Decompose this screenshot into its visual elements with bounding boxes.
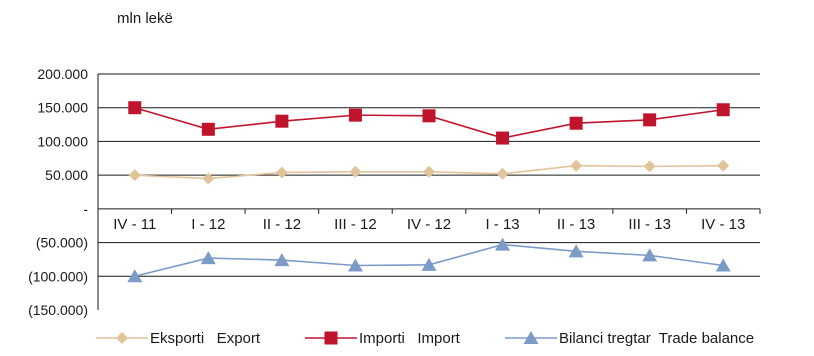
- data-point: [495, 237, 511, 251]
- legend-label: Eksporti Export: [150, 330, 261, 347]
- x-tick-label: IV - 11: [113, 216, 156, 233]
- data-point: [496, 131, 510, 145]
- unit-label: mln lekë: [117, 10, 173, 27]
- data-point: [422, 109, 436, 123]
- data-point: [642, 248, 658, 262]
- legend-marker: [523, 331, 539, 344]
- data-point: [275, 166, 288, 179]
- data-point: [349, 165, 362, 178]
- x-tick-label: IV - 12: [407, 216, 451, 233]
- y-tick-label: 50.000: [45, 167, 88, 183]
- data-point: [643, 113, 657, 127]
- x-tick-label: III - 12: [334, 216, 377, 233]
- legend-marker: [324, 331, 338, 345]
- series-diamond: [128, 159, 730, 185]
- x-tick-label: II - 13: [557, 216, 595, 233]
- legend-marker: [116, 332, 128, 344]
- legend: Eksporti Export Importi Import Bilanci tre…: [96, 330, 754, 347]
- x-tick-label: I - 12: [191, 216, 225, 233]
- data-point: [274, 253, 290, 267]
- data-point: [570, 159, 583, 172]
- x-tick-label: I - 13: [485, 216, 519, 233]
- legend-item: Eksporti Export: [96, 330, 261, 347]
- y-tick-label: 150.000: [37, 100, 88, 116]
- y-tick-label: 200.000: [37, 66, 88, 82]
- legend-label: Importi Import: [359, 330, 461, 347]
- data-point: [348, 108, 362, 122]
- x-tick-label: III - 13: [628, 216, 671, 233]
- data-point: [128, 169, 141, 182]
- legend-item: Bilanci tregtar Trade balance: [505, 330, 754, 347]
- data-point: [717, 159, 730, 172]
- y-tick-label: 100.000: [37, 133, 88, 149]
- data-point: [569, 116, 583, 130]
- data-point: [716, 103, 730, 117]
- y-tick-label: (50.000): [36, 235, 88, 251]
- data-point: [200, 251, 216, 265]
- x-tick-label: IV - 13: [701, 216, 745, 233]
- data-point: [202, 172, 215, 185]
- legend-item: Importi Import: [305, 330, 461, 347]
- series-triangle: [127, 237, 731, 283]
- data-point: [496, 167, 509, 180]
- y-tick-label: -: [83, 201, 88, 217]
- data-point: [128, 101, 142, 115]
- data-point: [568, 244, 584, 258]
- data-point: [201, 122, 215, 136]
- data-point: [643, 160, 656, 173]
- series-group: [127, 101, 731, 283]
- series-square: [128, 101, 730, 145]
- data-point: [421, 257, 437, 271]
- data-point: [347, 258, 363, 272]
- data-point: [715, 258, 731, 272]
- axes: 200.000 150.000 100.000 50.000 - (50.000) (100…: [28, 66, 761, 318]
- data-point: [423, 165, 435, 178]
- data-point: [127, 269, 143, 283]
- legend-label: Bilanci tregtar Trade balance: [559, 330, 754, 347]
- x-tick-label: II - 12: [263, 216, 301, 233]
- data-point: [275, 114, 289, 128]
- y-tick-label: (100.000): [28, 268, 88, 284]
- y-tick-label: (150.000): [28, 302, 88, 318]
